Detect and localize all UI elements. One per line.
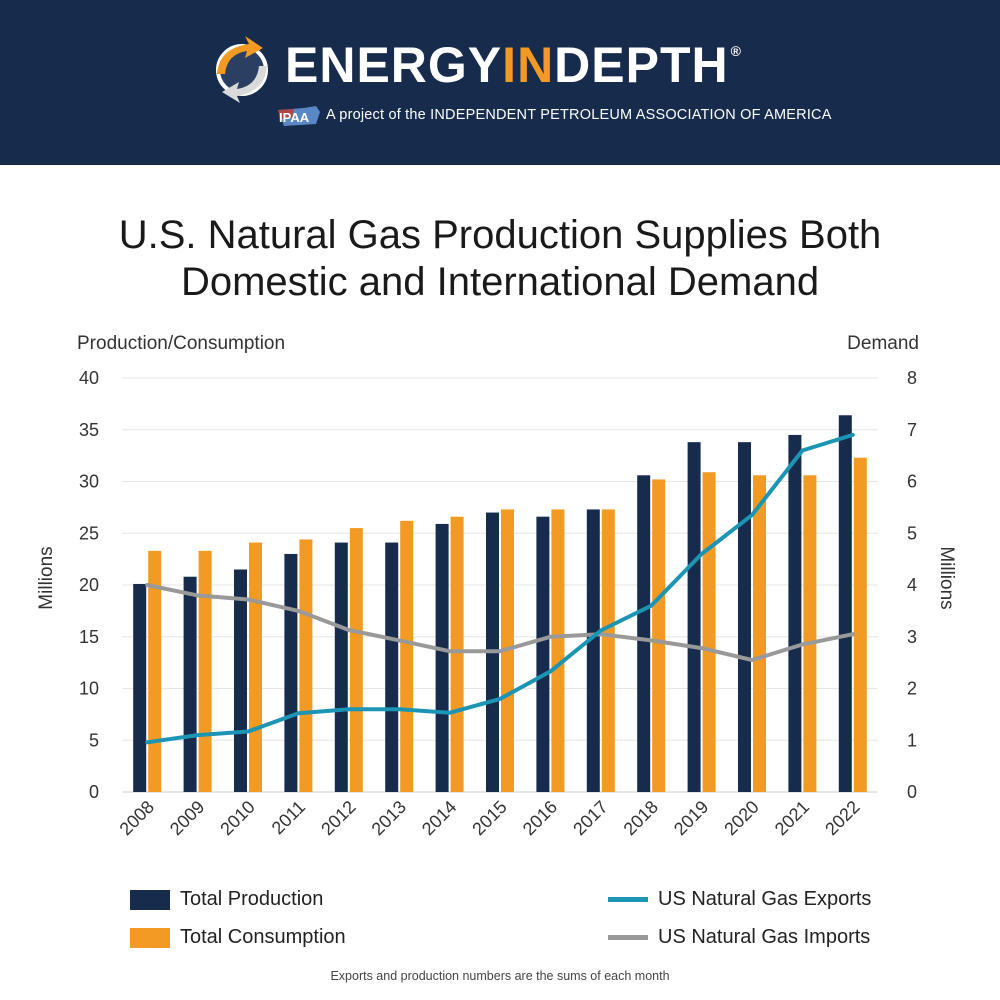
x-tick-label: 2009 bbox=[166, 797, 208, 839]
legend-total-production: Total Production bbox=[130, 888, 323, 911]
bar-total-production bbox=[234, 569, 247, 792]
right-tick-label: 6 bbox=[907, 472, 917, 492]
right-tick-label: 4 bbox=[907, 575, 917, 595]
chart-title-line-2: Domestic and International Demand bbox=[180, 260, 820, 304]
x-tick-label: 2013 bbox=[368, 797, 410, 839]
bar-total-production bbox=[334, 542, 348, 792]
legend-label-exports: US Natural Gas Exports bbox=[658, 888, 872, 910]
gridlines bbox=[122, 377, 878, 793]
x-tick-label: 2018 bbox=[620, 797, 662, 839]
legend-imports: US Natural Gas Imports bbox=[608, 926, 870, 949]
bar-total-production bbox=[435, 523, 449, 792]
bar-total-consumption bbox=[349, 528, 363, 792]
bar-total-production bbox=[788, 434, 802, 792]
bar-total-consumption bbox=[450, 516, 464, 792]
bar-total-consumption bbox=[853, 457, 867, 792]
globe-arrows-icon bbox=[216, 36, 268, 103]
bar-total-consumption bbox=[400, 520, 414, 792]
left-tick-label: 15 bbox=[79, 627, 99, 647]
bar-total-consumption bbox=[551, 509, 565, 792]
x-tick-label: 2008 bbox=[116, 797, 158, 839]
line-imports bbox=[145, 583, 855, 662]
brand-suffix: DEPTH bbox=[554, 37, 729, 93]
x-tick-label: 2016 bbox=[519, 797, 561, 839]
x-tick-label: 2019 bbox=[670, 797, 712, 839]
x-tick-label: 2022 bbox=[821, 797, 863, 839]
bar-total-consumption bbox=[198, 550, 212, 792]
left-tick-label: 20 bbox=[79, 575, 99, 595]
left-tick-label: 5 bbox=[89, 730, 99, 750]
registered-mark: ® bbox=[730, 43, 742, 59]
bar-total-production bbox=[385, 542, 399, 792]
footnote: Exports and production numbers are the s… bbox=[330, 969, 670, 983]
x-tick-label: 2017 bbox=[569, 797, 611, 839]
right-tick-label: 8 bbox=[907, 368, 917, 388]
x-tick-label: 2020 bbox=[720, 797, 762, 839]
legend-swatch-consumption bbox=[130, 927, 170, 948]
brand-prefix: ENERGY bbox=[285, 37, 503, 93]
bar-total-consumption bbox=[601, 509, 615, 792]
bars bbox=[133, 415, 867, 792]
right-tick-label: 3 bbox=[907, 627, 917, 647]
brand-logo-text: ENERGYINDEPTH ® bbox=[285, 40, 742, 90]
bar-total-production bbox=[133, 583, 147, 792]
legend-total-consumption: Total Consumption bbox=[130, 926, 346, 949]
bar-total-production bbox=[687, 442, 701, 792]
bar-total-production bbox=[838, 415, 852, 792]
bar-total-consumption bbox=[753, 475, 766, 792]
bar-total-production bbox=[284, 553, 298, 792]
right-tick-label: 1 bbox=[907, 730, 917, 750]
legend-exports: US Natural Gas Exports bbox=[608, 888, 871, 911]
x-tick-label: 2010 bbox=[216, 797, 258, 839]
bar-total-consumption bbox=[803, 475, 817, 792]
x-tick-label: 2011 bbox=[268, 797, 310, 839]
legend-label-consumption: Total Consumption bbox=[180, 926, 346, 948]
ipaa-badge-logo: IPAA bbox=[278, 106, 320, 126]
left-tick-label: 35 bbox=[79, 420, 99, 440]
legend-label-imports: US Natural Gas Imports bbox=[658, 926, 871, 948]
left-axis-label: Production/Consumption bbox=[77, 333, 285, 354]
lines bbox=[145, 432, 855, 745]
brand-accent: IN bbox=[502, 37, 555, 93]
left-axis-unit: Millions bbox=[36, 546, 57, 609]
right-axis-label: Demand bbox=[847, 333, 919, 354]
bar-total-consumption bbox=[148, 550, 162, 792]
right-tick-label: 2 bbox=[907, 679, 917, 699]
left-tick-label: 40 bbox=[79, 368, 99, 388]
bar-total-consumption bbox=[652, 479, 666, 792]
bar-total-consumption bbox=[299, 539, 313, 792]
legend-swatch-production bbox=[130, 889, 170, 910]
tagline: A project of the INDEPENDENT PETROLEUM A… bbox=[326, 107, 832, 123]
x-tick-label: 2014 bbox=[418, 797, 460, 839]
line-exports bbox=[145, 432, 855, 745]
x-tick-label: 2012 bbox=[317, 797, 359, 839]
right-axis-unit: Millions bbox=[936, 546, 957, 609]
chart-title-line-1: U.S. Natural Gas Production Supplies Bot… bbox=[118, 213, 882, 257]
bar-total-production bbox=[738, 442, 751, 792]
bar-total-consumption bbox=[249, 542, 262, 792]
right-tick-label: 7 bbox=[907, 420, 917, 440]
chart-title: U.S. Natural Gas Production Supplies Bot… bbox=[0, 212, 1000, 306]
bar-total-production bbox=[637, 475, 651, 792]
bar-total-production bbox=[183, 576, 197, 792]
x-tick-label: 2015 bbox=[468, 797, 510, 839]
bar-total-consumption bbox=[702, 472, 716, 792]
right-tick-label: 0 bbox=[907, 782, 917, 802]
right-tick-label: 5 bbox=[907, 523, 917, 543]
legend-swatch-exports bbox=[608, 897, 648, 902]
header-banner: ENERGYINDEPTH ® IPAA A project of the IND… bbox=[0, 0, 1000, 165]
legend-swatch-imports bbox=[608, 935, 648, 940]
left-tick-label: 25 bbox=[79, 523, 99, 543]
ipaa-badge-text: IPAA bbox=[279, 110, 310, 125]
bar-total-production bbox=[536, 516, 550, 792]
left-tick-label: 30 bbox=[79, 472, 99, 492]
x-tick-label: 2021 bbox=[771, 797, 813, 839]
left-tick-label: 10 bbox=[79, 679, 99, 699]
legend-label-production: Total Production bbox=[180, 888, 324, 910]
bar-total-production bbox=[586, 509, 600, 792]
left-tick-label: 0 bbox=[89, 782, 99, 802]
